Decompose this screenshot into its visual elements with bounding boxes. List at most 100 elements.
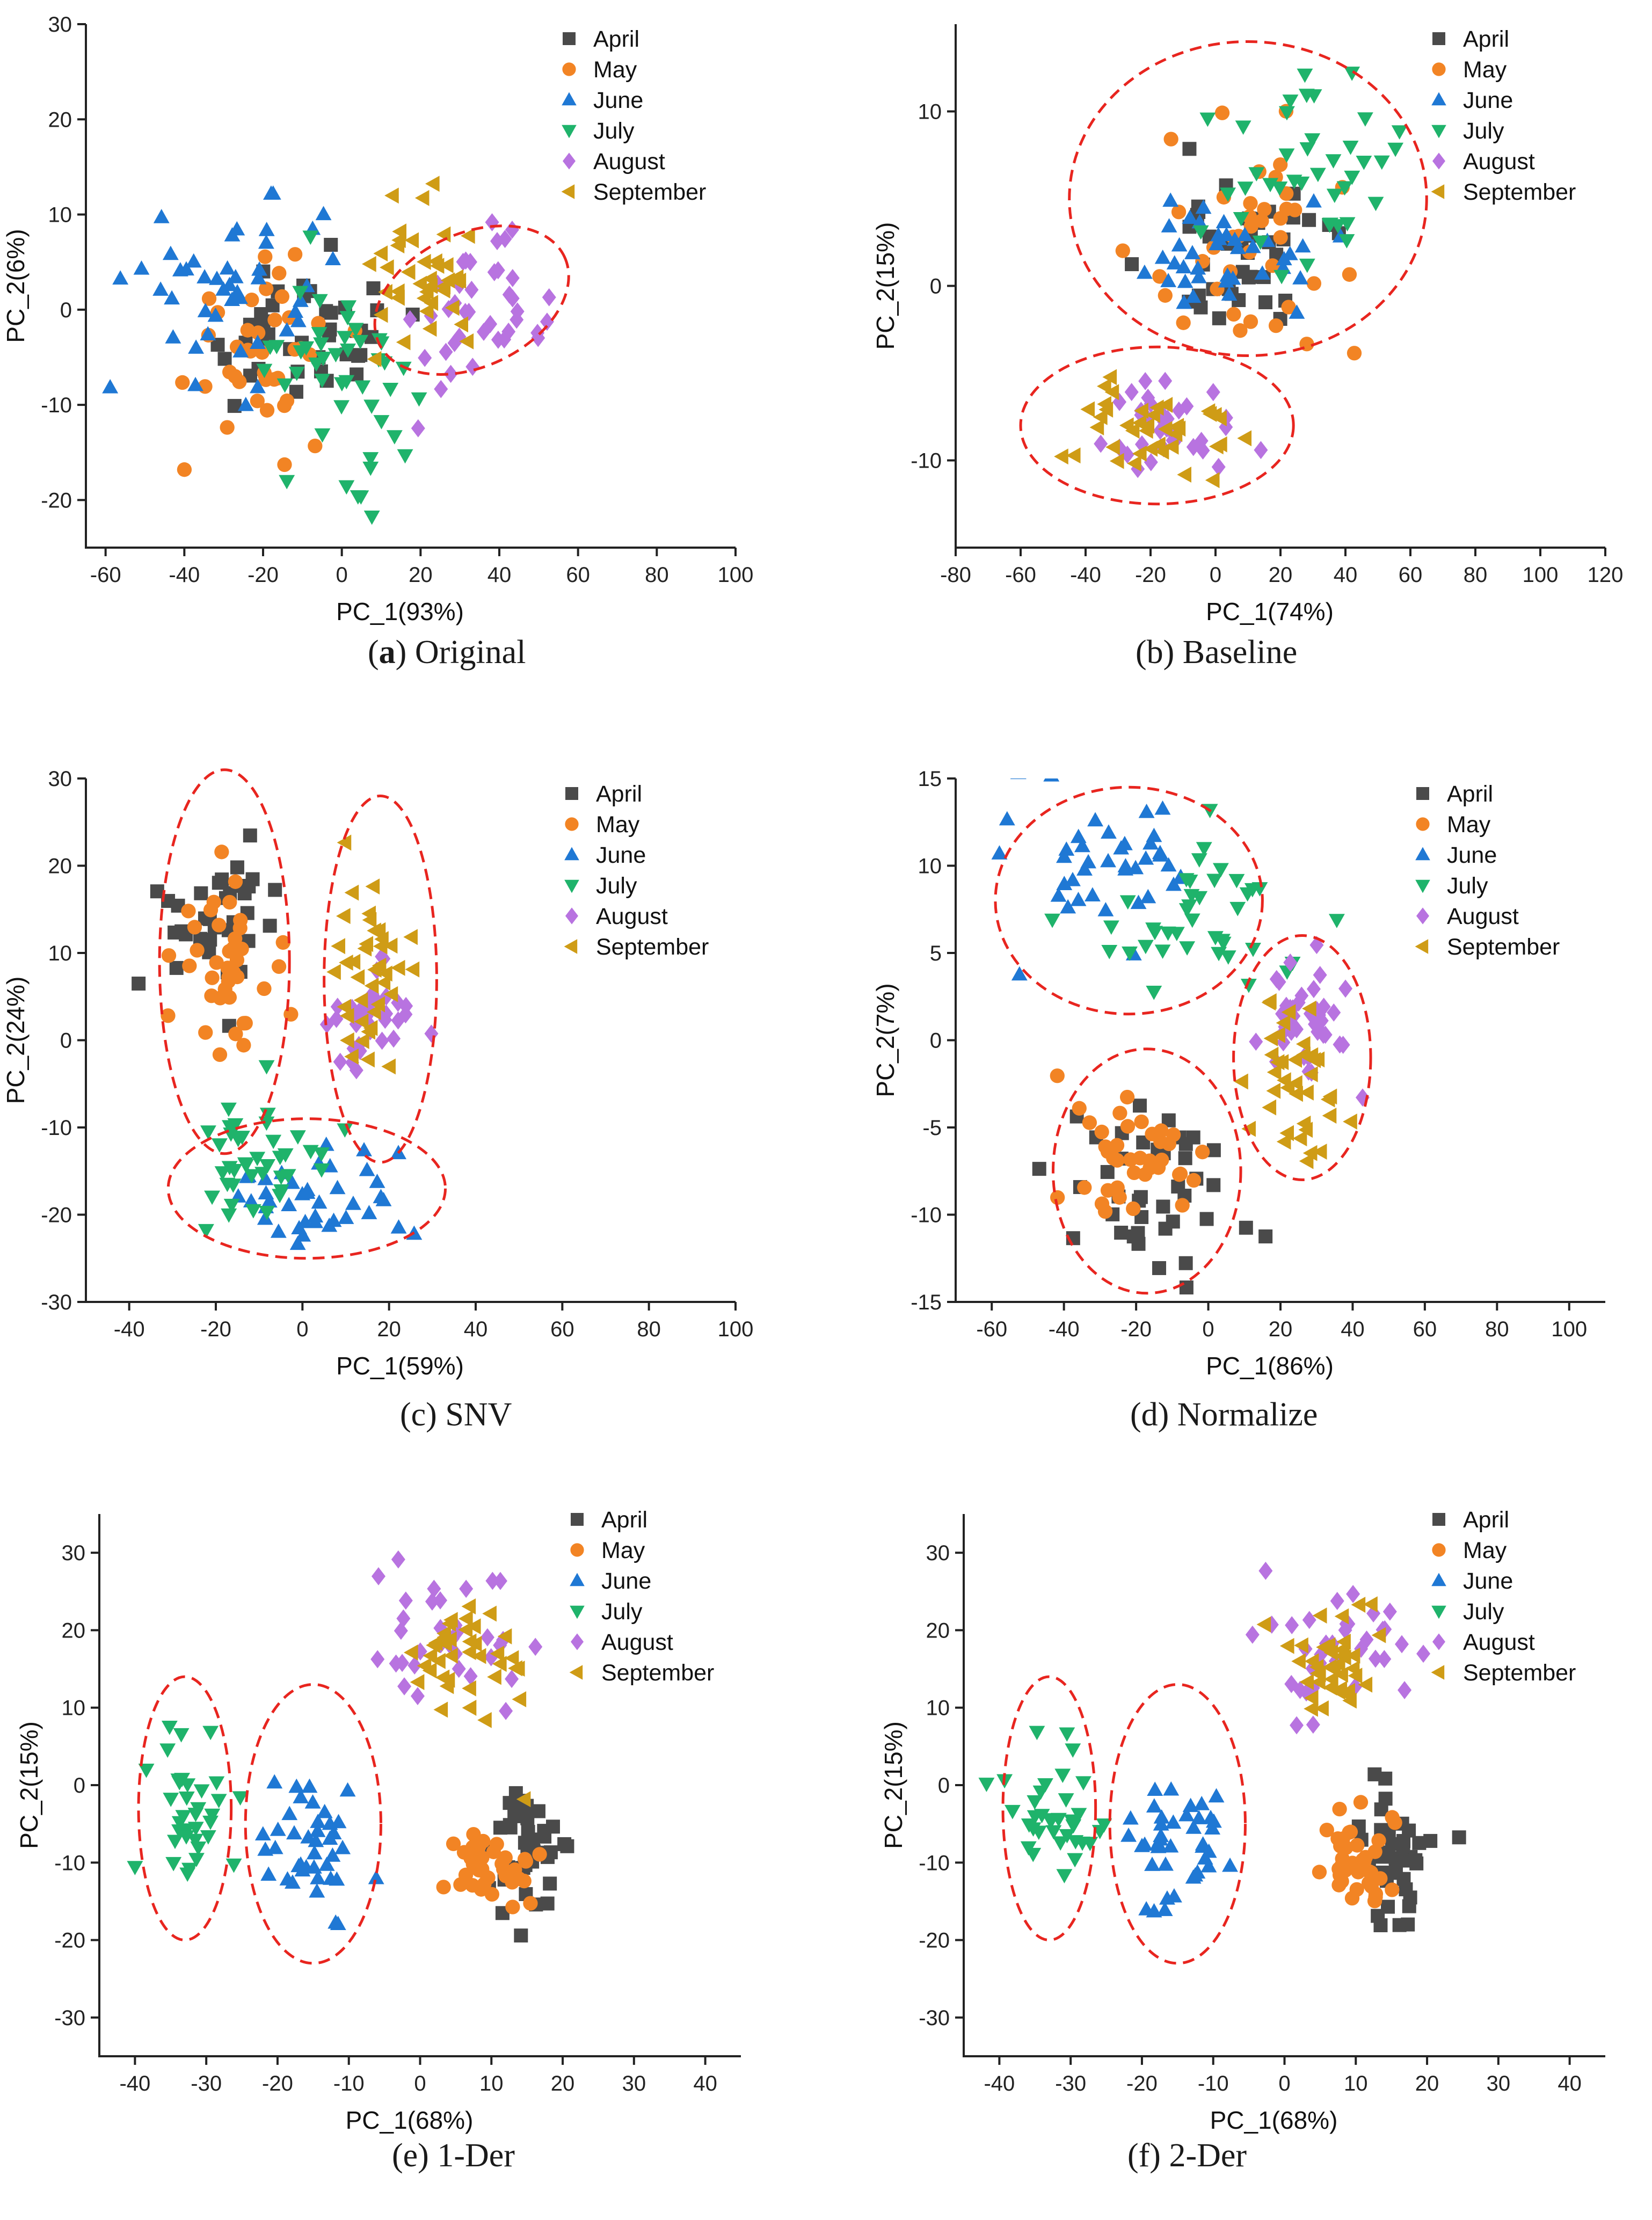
point-september — [1343, 1113, 1357, 1130]
point-august — [1338, 1621, 1352, 1640]
point-may — [1319, 1822, 1334, 1838]
point-july — [1178, 873, 1195, 887]
point-july — [313, 1147, 330, 1162]
point-may — [187, 920, 202, 935]
point-september — [1312, 1144, 1327, 1160]
point-september — [1276, 1015, 1291, 1031]
x-tick-label: 80 — [1485, 1318, 1509, 1341]
point-may — [436, 1880, 451, 1895]
point-may — [1132, 1151, 1148, 1166]
point-july — [200, 1125, 216, 1140]
point-september — [462, 1633, 477, 1650]
point-may — [287, 247, 303, 262]
point-june — [1162, 1838, 1179, 1853]
point-july — [279, 475, 295, 490]
point-june — [1158, 1856, 1174, 1871]
point-july — [308, 357, 325, 372]
point-june — [1184, 245, 1200, 259]
point-july — [1235, 120, 1251, 135]
point-june — [1216, 214, 1232, 229]
point-august — [410, 1687, 425, 1706]
point-june — [1165, 1814, 1182, 1829]
point-september — [462, 1700, 477, 1716]
point-april — [1178, 1256, 1193, 1270]
point-july — [1220, 187, 1236, 202]
caption-letter: (a) — [368, 634, 407, 671]
point-september — [390, 959, 405, 976]
point-august — [530, 324, 545, 342]
point-april — [263, 919, 277, 933]
point-august — [407, 1656, 422, 1675]
point-may — [1357, 1854, 1372, 1869]
point-july — [208, 1776, 225, 1791]
point-july — [1021, 1818, 1037, 1833]
point-june — [1076, 861, 1093, 876]
point-september — [1281, 1004, 1296, 1021]
point-july — [1184, 913, 1200, 928]
point-may — [1243, 196, 1258, 211]
legend-label-april: April — [1447, 781, 1493, 807]
legend-marker-april — [565, 787, 578, 800]
point-september — [416, 253, 431, 270]
point-june — [308, 1832, 324, 1847]
points-group — [1054, 67, 1408, 489]
x-tick-label: -20 — [1120, 1318, 1152, 1341]
x-tick-label: 0 — [1278, 2072, 1290, 2095]
point-june — [1176, 294, 1192, 309]
legend-label-september: September — [601, 1660, 714, 1686]
point-may — [1175, 1198, 1190, 1213]
legend-marker-september — [1431, 1665, 1445, 1680]
cluster-ellipse-1 — [1001, 1675, 1097, 1942]
point-april — [1156, 1199, 1170, 1214]
point-august — [346, 1039, 361, 1058]
point-may — [1195, 1145, 1210, 1160]
legend-marker-august — [571, 1633, 584, 1650]
point-april — [1125, 257, 1139, 272]
legend-label-june: June — [1447, 842, 1497, 868]
point-may — [532, 1847, 547, 1862]
point-july — [1065, 1819, 1082, 1834]
point-may — [275, 935, 290, 950]
point-april — [1152, 1261, 1167, 1275]
legend: April May June July August September — [564, 781, 709, 960]
point-june — [1229, 239, 1246, 254]
point-may — [232, 374, 247, 389]
point-june — [1050, 887, 1067, 902]
point-august — [333, 1052, 347, 1071]
point-august — [1094, 434, 1108, 453]
legend-label-august: August — [1463, 1629, 1535, 1655]
point-june — [309, 1823, 326, 1837]
x-tick-label: 10 — [1344, 2072, 1368, 2095]
point-april — [243, 828, 257, 843]
point-may — [517, 1852, 533, 1867]
point-september — [1334, 1666, 1348, 1683]
legend-marker-may — [1432, 1543, 1446, 1557]
point-april — [366, 281, 381, 296]
legend-marker-september — [564, 939, 578, 954]
point-may — [1281, 300, 1296, 315]
point-april — [1199, 1212, 1214, 1226]
point-june — [227, 268, 244, 283]
point-september — [1262, 993, 1277, 1009]
point-july — [362, 461, 379, 476]
point-september — [1102, 369, 1117, 385]
point-may — [205, 970, 220, 985]
point-april — [521, 1825, 535, 1839]
point-july — [204, 1808, 221, 1823]
caption-f: (f) 2-Der — [1127, 2137, 1247, 2175]
point-august — [1141, 388, 1155, 407]
point-july — [187, 1822, 204, 1836]
point-june — [1122, 1810, 1139, 1825]
point-august — [490, 232, 505, 250]
point-july — [1054, 1768, 1071, 1784]
point-august — [425, 1592, 439, 1611]
point-september — [336, 908, 351, 925]
point-august — [1211, 457, 1226, 476]
point-may — [257, 981, 272, 996]
point-april — [132, 977, 146, 991]
point-may — [1119, 1089, 1135, 1105]
point-june — [1166, 255, 1183, 270]
legend-label-august: August — [596, 904, 668, 929]
point-august — [1359, 1631, 1374, 1649]
